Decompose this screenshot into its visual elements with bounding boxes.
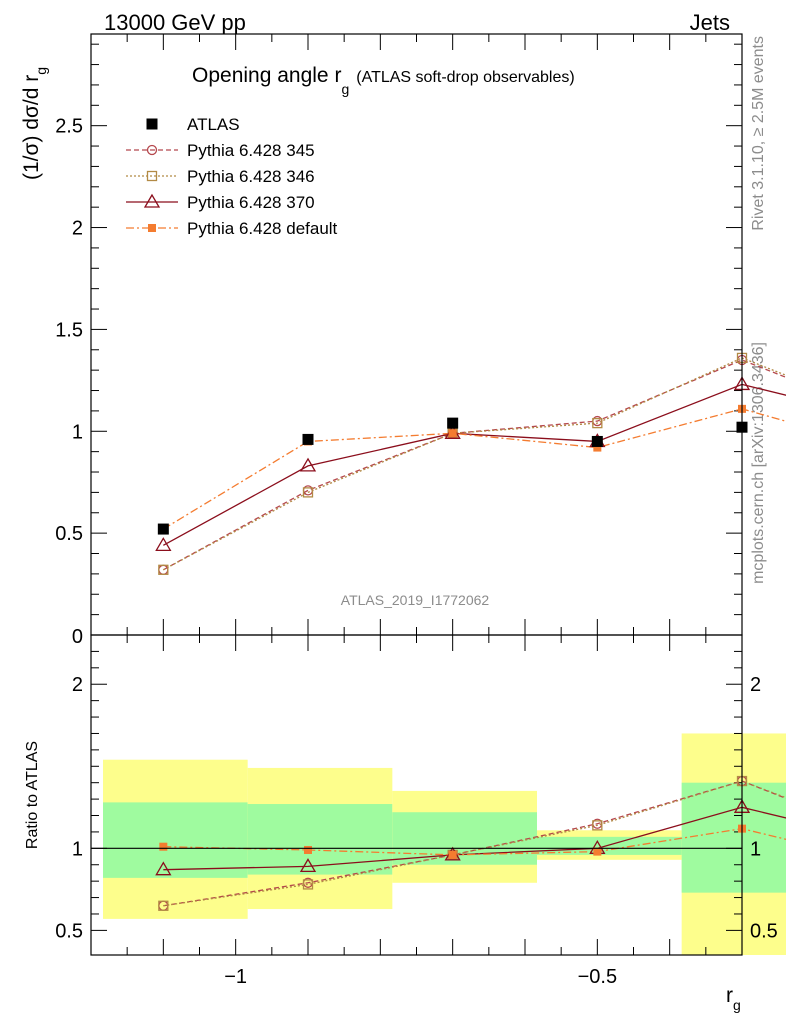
marker-square [591,435,603,447]
y-tick-label-zero: 0 [72,626,83,648]
ratio-y-axis-label: Ratio to ATLAS [24,741,41,849]
marker-square [157,523,169,535]
band-green [247,804,393,875]
x-tick-label: −1 [224,966,247,988]
legend-label-atlas: ATLAS [187,115,240,134]
marker-open-triangle [155,537,172,552]
marker-small-square [448,429,457,438]
marker-small-square [304,845,312,854]
marker-open-square [592,820,603,831]
series-line-p370 [163,383,786,546]
header-right: Jets [690,10,730,35]
marker-square [146,118,158,130]
marker-open-square [302,879,314,890]
y-tick-label: 1 [72,421,83,443]
chart-title: Opening angle rg(ATLAS soft-drop observa… [192,64,575,97]
marker-open-triangle [299,858,317,873]
main-plot-area: 0.5 1 1.5 2 2.5 0 −1 −0.5 [55,34,786,988]
legend-label-p345: Pythia 6.428 345 [187,141,315,160]
marker-open-circle [302,485,314,496]
marker-open-square [158,900,169,911]
y-tick-label: 2.5 [55,116,83,138]
mcplots-label: mcplots.cern.ch [arXiv:1306.3436] [750,342,767,584]
ratio-y-tick-label-right: 2 [750,674,761,696]
series-line-p346 [163,780,786,907]
marker-open-square [302,487,314,498]
series-line-pdefault [163,827,786,856]
y-tick-label: 1.5 [55,319,83,341]
marker-open-square [146,170,158,182]
legend-label-p370: Pythia 6.428 370 [187,193,315,212]
marker-square [447,417,459,429]
marker-open-triangle [299,457,317,472]
analysis-watermark: ATLAS_2019_I1772062 [341,592,490,608]
ratio-y-tick-label: 2 [72,674,83,696]
y-axis-label: (1/σ) dσ/d rg [20,67,49,180]
marker-open-triangle [143,193,161,208]
marker-open-square [158,564,169,575]
series-line-pdefault [162,408,786,530]
series-line-p345 [163,359,786,571]
rivet-label: Rivet 3.1.10, ≥ 2.5M events [750,36,767,231]
ratio-y-tick-label: 1 [72,838,83,860]
marker-small-square [593,847,602,856]
ratio-y-tick-label-right: 0.5 [750,920,778,942]
marker-small-square [593,443,602,452]
marker-square [302,433,314,445]
marker-open-square [592,417,603,429]
ratio-uncertainty-bands [103,733,786,955]
band-green [392,812,537,865]
y-tick-label: 2 [72,218,83,240]
header-left: 13000 GeV pp [104,10,246,35]
ratio-y-tick-label: 0.5 [55,920,83,942]
y-tick-label: 0.5 [55,523,83,545]
band-green [681,782,786,893]
ratio-y-tick-label-right: 1 [750,838,761,860]
x-tick-label: −0.5 [578,966,617,988]
legend-label-p346: Pythia 6.428 346 [187,167,315,186]
marker-small-square [148,224,156,232]
legend: ATLAS Pythia 6.428 345 Pythia 6.428 346 Pyt… [126,115,338,238]
series-line-p370 [163,806,786,871]
ratio-plot-area: 0.5 0.5 1 1 2 2 [55,650,786,942]
marker-open-circle [146,144,158,156]
band-green [103,802,248,878]
marker-small-square [448,850,457,859]
marker-open-triangle [155,861,172,876]
ratio-frame [90,634,743,956]
band-green [537,836,682,855]
legend-label-pdefault: Pythia 6.428 default [187,219,338,238]
series-line-p346 [163,357,786,571]
x-axis-label: rg [726,984,741,1013]
marker-small-square [159,842,168,851]
